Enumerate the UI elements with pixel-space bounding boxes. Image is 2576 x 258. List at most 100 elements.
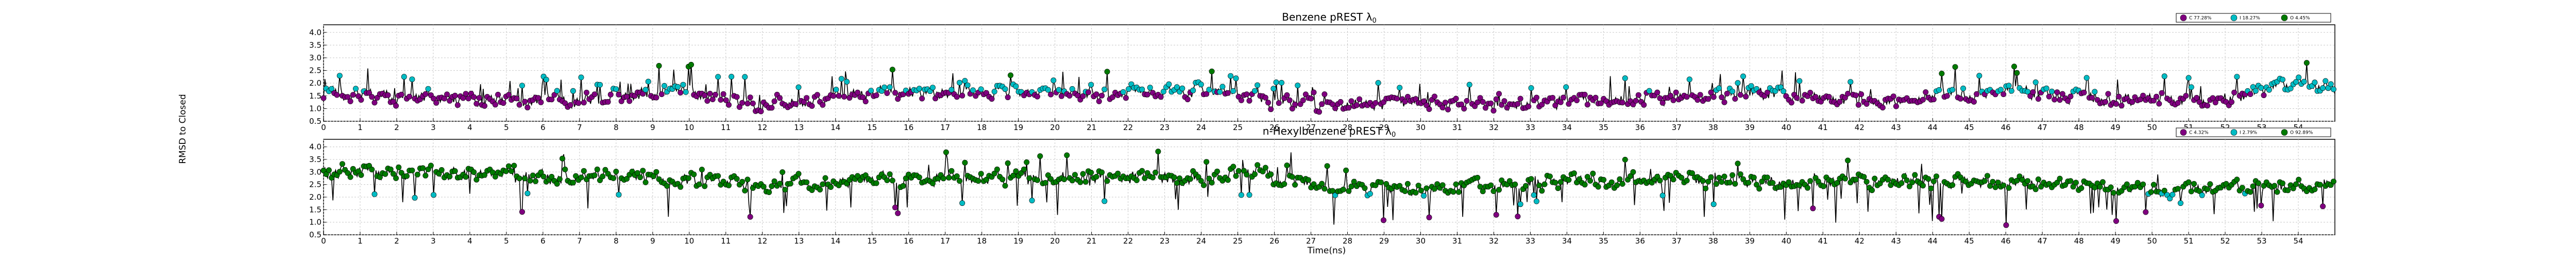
- data-point: [1155, 149, 1161, 155]
- data-point: [1633, 98, 1639, 104]
- data-point: [1721, 99, 1727, 105]
- data-point: [554, 88, 560, 94]
- data-point: [409, 76, 415, 83]
- data-point: [1206, 87, 1212, 93]
- data-point: [658, 91, 665, 98]
- data-point: [473, 176, 480, 183]
- data-point: [1496, 91, 1502, 97]
- data-point: [959, 200, 965, 206]
- data-point: [1834, 180, 1840, 186]
- data-point: [1555, 185, 1561, 191]
- data-point: [1697, 92, 1703, 98]
- data-point: [1235, 168, 1242, 174]
- data-point: [1241, 168, 1247, 174]
- data-point: [1848, 79, 1854, 85]
- data-point: [471, 94, 477, 100]
- data-point: [1300, 98, 1306, 104]
- data-point: [677, 90, 684, 96]
- data-point: [1557, 179, 1564, 185]
- data-point: [1737, 171, 1743, 178]
- data-point: [779, 169, 786, 175]
- x-tick-label: 13: [794, 236, 804, 246]
- data-point: [1539, 188, 1545, 194]
- data-point: [516, 175, 522, 182]
- legend-label: I 18.27%: [2240, 16, 2260, 21]
- data-point: [1233, 75, 1239, 82]
- data-point: [358, 172, 364, 178]
- data-point: [1431, 93, 1437, 100]
- data-point: [734, 94, 740, 100]
- data-point: [2052, 96, 2058, 103]
- data-point: [1754, 182, 1760, 188]
- data-point: [1343, 167, 1349, 173]
- x-tick-label: 30: [1416, 123, 1426, 132]
- data-point: [1890, 93, 1896, 100]
- data-point: [1930, 96, 1937, 103]
- data-point: [1086, 89, 1092, 95]
- data-point: [1561, 94, 1567, 101]
- data-point: [2247, 91, 2253, 98]
- data-point: [540, 173, 547, 180]
- data-point: [1255, 82, 1261, 88]
- data-point: [1781, 88, 1787, 94]
- data-point: [581, 100, 587, 106]
- y-tick-label: 2.5: [309, 180, 321, 189]
- x-tick-label: 11: [721, 123, 731, 132]
- data-point: [575, 100, 582, 106]
- x-tick-label: 49: [2111, 123, 2121, 132]
- x-tick-label: 38: [1708, 236, 1718, 246]
- data-point: [723, 97, 729, 103]
- data-point: [2228, 99, 2234, 105]
- x-tick-label: 32: [1489, 123, 1499, 132]
- data-point: [2177, 200, 2183, 206]
- data-point: [2159, 90, 2165, 96]
- data-point: [884, 90, 890, 96]
- data-point: [688, 61, 694, 68]
- data-point: [662, 83, 668, 89]
- data-point: [1861, 174, 1867, 180]
- data-point: [2019, 177, 2025, 183]
- x-tick-label: 36: [1635, 123, 1645, 132]
- data-point: [809, 103, 815, 109]
- data-point: [1732, 96, 1738, 102]
- data-point: [495, 91, 501, 98]
- y-tick-label: 4.0: [309, 142, 321, 152]
- data-point: [2205, 186, 2211, 192]
- data-point: [1539, 102, 1545, 108]
- data-point: [2328, 81, 2334, 87]
- data-point: [2191, 181, 2197, 187]
- data-point: [1037, 153, 1043, 159]
- data-point: [1233, 173, 1239, 179]
- data-point: [1531, 192, 1537, 198]
- data-point: [323, 171, 329, 177]
- data-point: [1477, 95, 1483, 101]
- data-point: [1120, 89, 1126, 95]
- data-point: [509, 168, 515, 174]
- data-point: [1045, 87, 1051, 93]
- data-point: [2199, 192, 2205, 198]
- data-point: [747, 214, 753, 220]
- data-point: [524, 104, 531, 110]
- data-point: [2054, 180, 2060, 186]
- data-point: [1404, 181, 1411, 187]
- data-point: [1906, 183, 1912, 189]
- data-point: [2014, 70, 2020, 76]
- data-point: [1421, 192, 1427, 199]
- data-point: [1582, 91, 1588, 98]
- data-point: [1415, 183, 1421, 189]
- data-point: [1166, 81, 1172, 87]
- data-point: [1939, 71, 1945, 77]
- data-point: [345, 94, 351, 100]
- data-point: [1219, 84, 1226, 90]
- data-point: [336, 169, 343, 175]
- data-point: [1815, 179, 1821, 185]
- x-tick-label: 21: [1087, 236, 1096, 246]
- x-tick-label: 12: [757, 236, 767, 246]
- data-point: [817, 186, 823, 192]
- data-point: [1512, 181, 1518, 187]
- data-point: [744, 176, 751, 183]
- data-point: [1700, 178, 1706, 184]
- x-tick-label: 1: [358, 123, 363, 132]
- data-point: [828, 184, 834, 190]
- data-point: [2205, 103, 2211, 109]
